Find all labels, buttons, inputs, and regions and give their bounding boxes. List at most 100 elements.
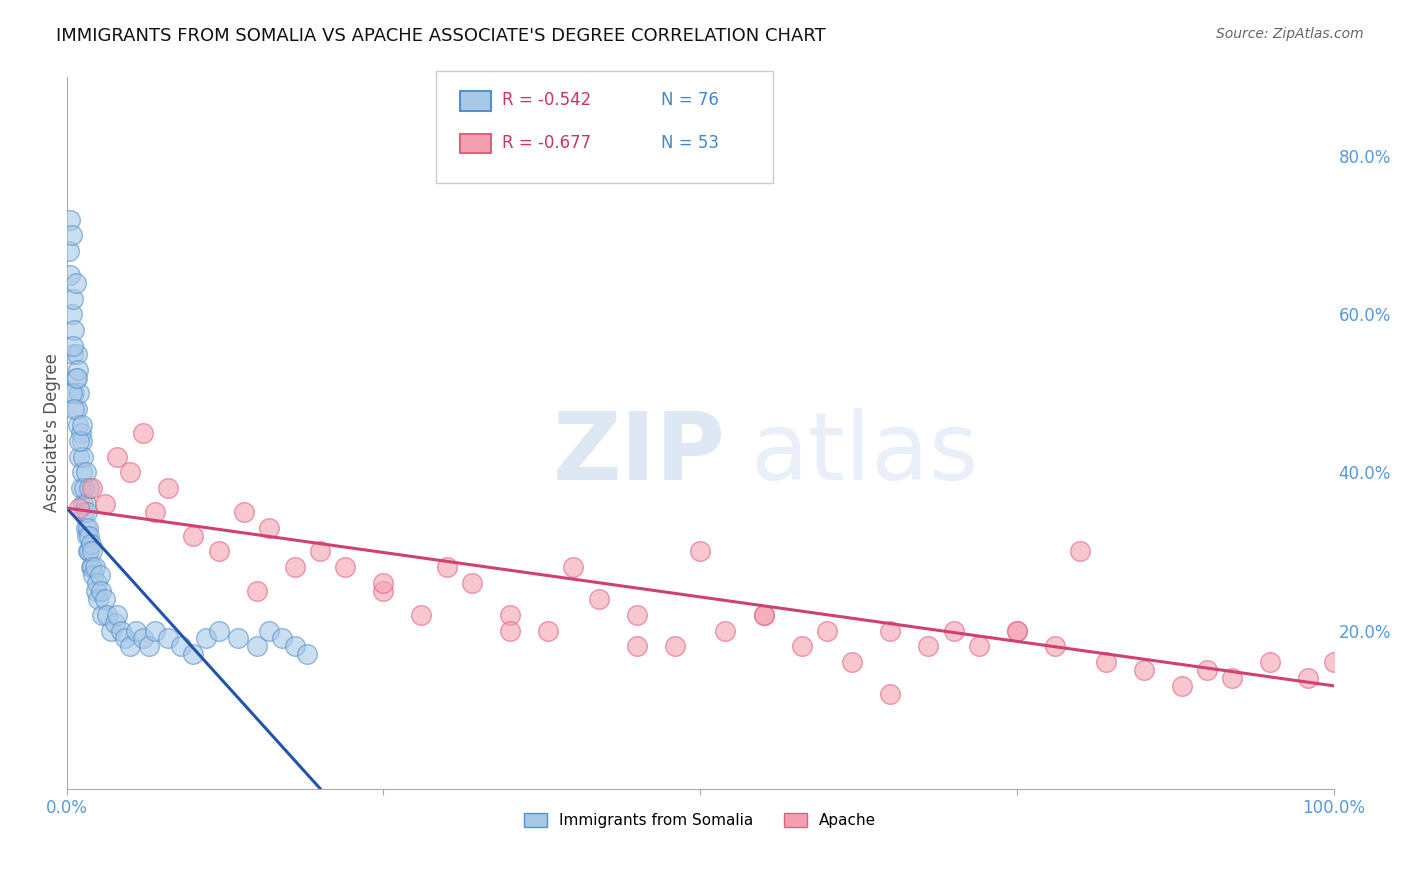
Point <box>664 640 686 654</box>
Point <box>90 584 112 599</box>
Legend: Immigrants from Somalia, Apache: Immigrants from Somalia, Apache <box>517 807 883 834</box>
Point <box>82 568 104 582</box>
Point <box>72 497 94 511</box>
Point <box>157 632 180 646</box>
Point <box>65 276 87 290</box>
Text: IMMIGRANTS FROM SOMALIA VS APACHE ASSOCIATE'S DEGREE CORRELATION CHART: IMMIGRANTS FROM SOMALIA VS APACHE ASSOCI… <box>56 27 825 45</box>
Point <box>63 323 86 337</box>
Point <box>60 228 83 243</box>
Point <box>62 292 84 306</box>
Point <box>309 544 332 558</box>
Point <box>1195 663 1218 677</box>
Point <box>537 624 560 638</box>
Point <box>118 466 141 480</box>
Point <box>75 497 97 511</box>
Point <box>66 347 89 361</box>
Point <box>1005 624 1028 638</box>
Point <box>62 347 84 361</box>
Point <box>1094 655 1116 669</box>
Point <box>841 655 863 669</box>
Point <box>917 640 939 654</box>
Point <box>60 308 83 322</box>
Point <box>105 607 128 622</box>
Point <box>183 529 205 543</box>
Point <box>131 632 153 646</box>
Point <box>114 632 136 646</box>
Point <box>226 632 249 646</box>
Point <box>626 640 648 654</box>
Point <box>80 536 103 550</box>
Point <box>105 450 128 464</box>
Point <box>60 386 83 401</box>
Point <box>76 505 98 519</box>
Point <box>1005 624 1028 638</box>
Point <box>284 640 307 654</box>
Point <box>752 607 775 622</box>
Text: Source: ZipAtlas.com: Source: ZipAtlas.com <box>1216 27 1364 41</box>
Point <box>79 481 101 495</box>
Point <box>246 640 269 654</box>
Y-axis label: Associate's Degree: Associate's Degree <box>44 353 60 512</box>
Point <box>93 497 115 511</box>
Point <box>259 521 281 535</box>
Point <box>626 607 648 622</box>
Point <box>86 576 108 591</box>
Point <box>67 418 90 433</box>
Point <box>70 466 93 480</box>
Point <box>73 505 96 519</box>
Point <box>80 481 103 495</box>
Point <box>100 624 122 638</box>
Point <box>1043 640 1066 654</box>
Point <box>89 568 111 582</box>
Text: R = -0.677: R = -0.677 <box>502 134 591 152</box>
Point <box>1220 671 1243 685</box>
Point <box>69 481 91 495</box>
Point <box>1258 655 1281 669</box>
Point <box>91 607 114 622</box>
Point <box>143 505 166 519</box>
Point <box>879 687 901 701</box>
Text: N = 76: N = 76 <box>661 91 718 109</box>
Text: ZIP: ZIP <box>553 409 725 500</box>
Point <box>131 425 153 440</box>
Point <box>170 640 193 654</box>
Point <box>246 584 269 599</box>
Text: R = -0.542: R = -0.542 <box>502 91 591 109</box>
Point <box>79 529 101 543</box>
Point <box>233 505 256 519</box>
Point <box>373 584 395 599</box>
Point <box>879 624 901 638</box>
Text: N = 53: N = 53 <box>661 134 718 152</box>
Point <box>499 607 522 622</box>
Point <box>58 244 80 259</box>
Point <box>562 560 585 574</box>
Point <box>67 434 90 448</box>
Point <box>1298 671 1320 685</box>
Point <box>1170 679 1192 693</box>
Point <box>1132 663 1154 677</box>
Point <box>63 386 86 401</box>
Point <box>208 544 231 558</box>
Point <box>714 624 737 638</box>
Point <box>271 632 294 646</box>
Point <box>499 624 522 638</box>
Point <box>967 640 990 654</box>
Point <box>143 624 166 638</box>
Point <box>79 544 101 558</box>
Point <box>75 466 97 480</box>
Point <box>66 402 89 417</box>
Point <box>1069 544 1091 558</box>
Point <box>59 268 82 282</box>
Point <box>461 576 484 591</box>
Point <box>70 434 93 448</box>
Point <box>118 640 141 654</box>
Point <box>80 560 103 574</box>
Point <box>77 544 100 558</box>
Point <box>69 425 91 440</box>
Point <box>942 624 965 638</box>
Point <box>284 560 307 574</box>
Point <box>84 584 107 599</box>
Point <box>70 418 93 433</box>
Text: atlas: atlas <box>751 409 979 500</box>
Point <box>96 607 118 622</box>
